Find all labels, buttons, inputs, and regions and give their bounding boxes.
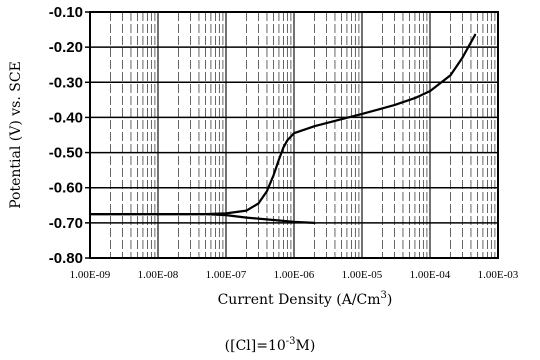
y-tick-label: -0.10 bbox=[49, 4, 83, 21]
x-tick-label: 1.00E-04 bbox=[410, 269, 451, 281]
chart-caption: ([Cl]=10-3M) bbox=[225, 336, 316, 354]
y-tick-label: -0.70 bbox=[49, 215, 83, 232]
y-tick-label: -0.20 bbox=[49, 39, 83, 56]
y-tick-label: -0.60 bbox=[49, 180, 83, 197]
x-tick-label: 1.00E-07 bbox=[206, 269, 247, 281]
y-tick-label: -0.50 bbox=[49, 145, 83, 162]
minor-gridlines bbox=[110, 12, 496, 258]
y-axis-title: Potential (V) vs. SCE bbox=[8, 61, 24, 209]
cathodic-curve bbox=[88, 213, 316, 224]
y-tick-label: -0.40 bbox=[49, 109, 83, 126]
anodic-curve bbox=[88, 33, 477, 216]
x-tick-labels: 1.00E-09 1.00E-08 1.00E-07 1.00E-06 1.00E-05… bbox=[70, 269, 519, 281]
x-tick-label: 1.00E-05 bbox=[342, 269, 383, 281]
x-tick-label: 1.00E-08 bbox=[138, 269, 179, 281]
y-tick-labels: -0.10 -0.20 -0.30 -0.40 -0.50 -0.60 -0.70 -0.80 bbox=[49, 4, 90, 267]
y-tick-label: -0.30 bbox=[49, 74, 83, 91]
y-tick-label: -0.80 bbox=[49, 250, 83, 267]
series-layer bbox=[88, 33, 477, 224]
x-tick-label: 1.00E-09 bbox=[70, 269, 111, 281]
x-axis-title: Current Density (A/Cm3) bbox=[218, 290, 393, 308]
x-tick-label: 1.00E-06 bbox=[274, 269, 315, 281]
x-tick-label: 1.00E-03 bbox=[478, 269, 519, 281]
plot-frame bbox=[89, 11, 499, 259]
